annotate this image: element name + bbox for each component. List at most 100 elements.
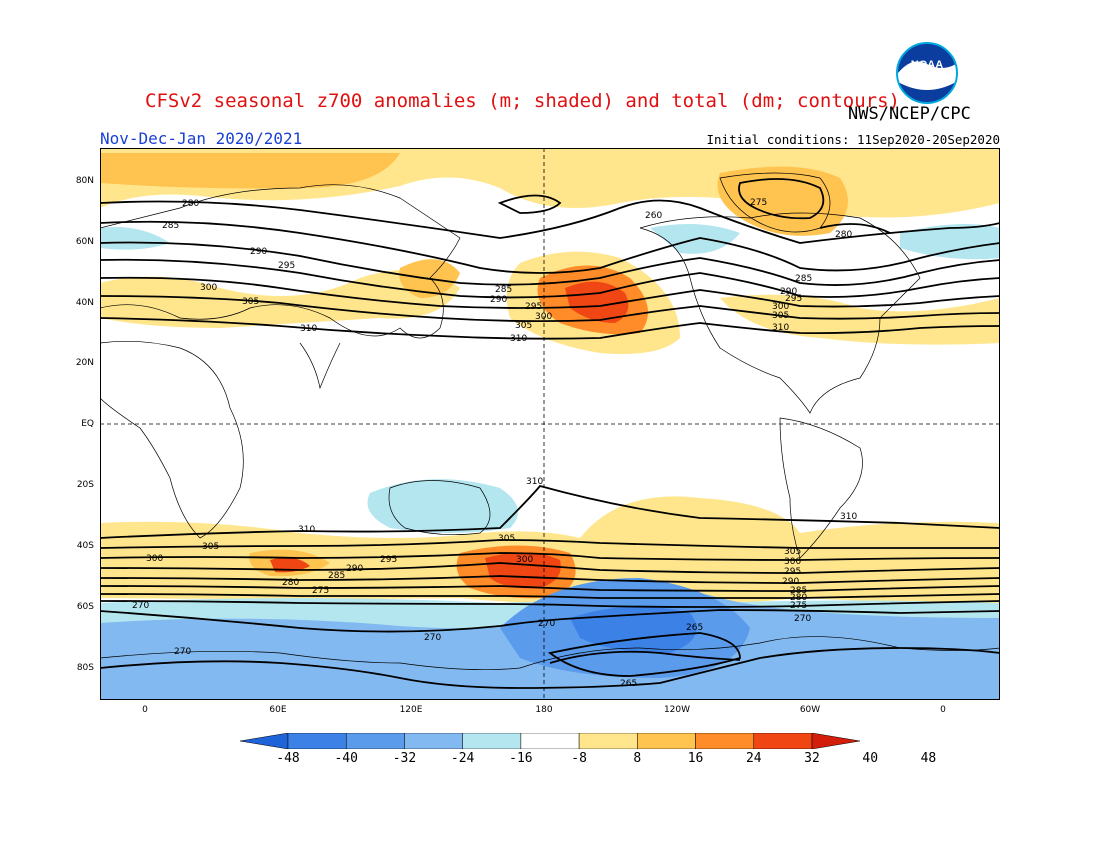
agency-label: NWS/NCEP/CPC [848,104,971,124]
lon-label-0-east: 0 [940,705,946,715]
anomaly-atlantic-negative [900,224,1000,260]
noaa-logo-icon: NOAA [896,42,958,104]
contour-265-sh [547,632,741,677]
contour-label-300-sa: 300 [784,557,801,567]
anomaly-indian-ocean-core [270,557,310,573]
lon-label-180: 180 [535,705,553,715]
contour-label-290-pac: 290 [490,295,507,305]
contour-label-275-sa: 275 [790,601,807,611]
contour-270-antarctic [100,647,1000,689]
coast-south-america [779,417,863,559]
coast-north-america [639,212,921,414]
contour-label-310-atl: 310 [772,323,789,333]
anomaly-map: 280 285 290 295 300 305 310 285 290 295 … [100,148,1000,700]
colorbar-swatch-8 [695,733,755,749]
contour-label-300-spac: 300 [516,555,533,565]
colorbar-label: -24 [450,751,475,766]
contour-300-nh [100,276,1000,309]
colorbar-swatch-7 [637,733,696,749]
contour-label-270-spac: 270 [538,619,555,629]
contour-285-nh-east [819,223,891,234]
contour-label-270-ant: 270 [424,633,441,643]
colorbar-swatch-5 [520,733,580,749]
contour-285-sh [100,585,1000,592]
contour-label-270-sh: 270 [132,601,149,611]
contour-label-285-sh: 285 [328,571,345,581]
contour-label-310: 310 [300,324,317,334]
contour-label-305-pac: 305 [515,321,532,331]
lat-label-60s: 60S [76,602,94,612]
contour-290-sh [100,575,1000,584]
colorbar-swatch-2 [345,733,405,749]
contour-label-265: 265 [686,623,703,633]
colorbar-label: -16 [509,751,533,766]
lon-label-60e: 60E [269,705,287,715]
contour-label-305-sa: 305 [784,547,801,557]
contour-label-280-sa: 280 [790,593,807,603]
contour-300-sh [100,552,1000,561]
colorbar-swatch-1 [287,733,347,749]
lat-label-40s: 40S [76,541,94,551]
coast-india [299,342,341,390]
lon-label-120e: 120E [399,705,423,715]
contour-305-sh [100,539,1000,549]
colorbar-label: 48 [920,751,937,766]
lat-label-20n: 20N [75,358,94,368]
contour-label-280: 280 [182,199,199,209]
anomaly-amundsen-core [570,606,697,653]
contour-310-nh [100,317,1000,340]
contour-label-305-atl: 305 [772,311,789,321]
height-contours [100,178,1000,689]
contour-label-265-ant: 265 [620,679,637,689]
colorbar-label: -48 [276,751,300,766]
contour-label-275: 275 [750,198,767,208]
contour-label-280-sh: 280 [282,578,299,588]
colorbar-label: 8 [633,751,642,766]
contour-275-sh [100,600,1000,608]
contour-label-260: 260 [645,211,662,221]
colorbar-swatch-6 [578,733,638,749]
period-label: Nov-Dec-Jan 2020/2021 [100,129,303,148]
colorbar-label: 24 [745,751,762,766]
contour-290-nh [100,241,1000,286]
contour-label-285: 285 [162,221,179,231]
contour-label-270-sa: 270 [794,614,811,624]
contour-label-285-sa: 285 [790,586,807,596]
coast-europe-asia [100,184,461,339]
contour-305-nh [100,295,1000,323]
colorbar-swatch-3 [404,733,463,749]
contour-label-285-atl: 285 [795,274,812,284]
lat-label-80n: 80N [75,176,94,186]
contour-label-285-pac: 285 [495,285,512,295]
anomaly-europe-negative [100,227,170,250]
colorbar-swatch-4 [462,733,522,749]
lon-label-120w: 120W [663,705,691,715]
colorbar-label: -40 [334,751,358,766]
lat-label-80s: 80S [76,663,94,673]
contour-285-nh [100,220,1000,274]
contour-label-305-sh: 305 [202,542,219,552]
contour-label-300-atl: 300 [772,302,789,312]
map-title: CFSv2 seasonal z700 anomalies (m; shaded… [145,90,900,112]
contour-label-295-pac: 295 [525,302,542,312]
colorbar-swatch-9 [753,733,813,749]
svg-text:NOAA: NOAA [911,59,943,71]
anomaly-north-pacific-center [565,281,629,323]
contour-310-sh [100,484,1000,539]
contour-label-310-sh: 310 [298,525,315,535]
coast-greenland [719,172,831,233]
contour-label-305: 305 [242,297,259,307]
contour-label-290-sa: 290 [782,577,799,587]
anomaly-australia-negative [367,479,518,533]
contour-label-290-sh: 290 [346,564,363,574]
lat-label-eq: EQ [81,419,94,429]
contour-label-295-atl: 295 [785,294,802,304]
colorbar-swatch-10 [811,733,860,749]
contour-label-310-spac: 310 [526,477,543,487]
contour-label-310-pac: 310 [510,334,527,344]
colorbar-label: -8 [571,751,587,766]
contour-label-270-ant-w: 270 [174,647,191,657]
coast-antarctica [100,636,1000,671]
coast-africa [100,341,244,539]
colorbar-label: -32 [392,751,417,766]
